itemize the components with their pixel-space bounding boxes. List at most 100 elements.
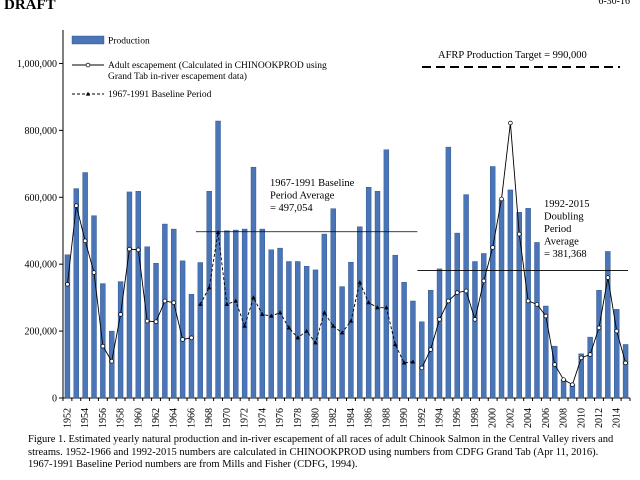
legend-baseline-marker [85,91,91,96]
production-bar [463,194,469,399]
production-bar [126,191,133,399]
production-bar [179,260,186,399]
afrp-target-label: AFRP Production Target = 990,000 [438,50,587,61]
production-bar [383,149,390,399]
baseline-point [198,301,203,306]
baseline-point [339,330,345,335]
escapement-point [490,245,495,250]
baseline-point [348,318,354,323]
x-tick-label: 1968 [204,408,215,428]
baseline-point [322,310,327,315]
escapement-point [525,298,531,304]
x-tick-label: 1976 [275,408,286,428]
production-bar [436,268,443,399]
escapement-point [82,238,88,244]
doubling-average-label: 1992-2015 [544,199,590,210]
production-bar [215,120,221,399]
escapement-point [579,355,584,361]
baseline-point [384,305,389,310]
legend-escapement-label-2: Grand Tab in-river escapement data) [108,71,247,82]
escapement-point [517,231,522,237]
escapement-point [180,337,185,342]
production-bar [64,254,71,399]
baseline-point [366,300,371,305]
escapement-point [463,288,469,294]
production-bar [162,223,168,399]
production-bar [552,345,558,399]
production-bar [587,336,593,399]
escapement-point [605,275,611,280]
escapement-point [144,318,150,324]
escapement-point [596,325,602,330]
production-bar [489,166,496,399]
x-tick-label: 2012 [594,408,605,428]
escapement-point [91,270,97,275]
production-bar [73,188,79,399]
production-bar [91,215,97,399]
escapement-point [189,335,194,341]
production-bar [622,344,629,399]
x-tick-label: 1966 [186,408,197,428]
production-bar [472,261,478,399]
reference-lines [195,66,628,271]
x-tick-label: 1978 [293,408,304,428]
y-tick-label: 800,000 [25,126,58,137]
date-label: 6-30-16 [598,0,630,7]
draft-label: DRAFT [4,0,56,13]
baseline-point [251,295,256,300]
production-bar [357,226,363,399]
baseline-point [206,285,212,290]
escapement-point [472,317,478,322]
x-tick-label: 2014 [612,408,623,428]
escapement-point [74,203,79,208]
escapement-point [543,313,549,319]
baseline-point [331,323,336,328]
x-tick-label: 1954 [80,408,91,428]
x-tick-label: 2002 [505,408,516,428]
baseline-point [260,311,265,316]
escapement-point [623,360,628,366]
escapement-point [171,300,176,305]
production-bar [534,242,540,399]
production-bar [560,379,567,399]
figure-caption: Figure 1. Estimated yearly natural produ… [28,434,614,470]
x-tick-label: 1952 [62,408,73,428]
x-tick-label: 1990 [399,408,410,428]
x-tick-label: 1988 [381,408,392,428]
production-bar [250,166,257,399]
production-bar [135,191,141,399]
legend-production-label: Production [108,37,150,47]
production-bar [427,290,434,399]
x-tick-label: 2008 [559,408,570,428]
production-bar [82,172,88,399]
escapement-point [587,352,593,357]
production-bar [419,321,425,399]
baseline-point [304,328,309,333]
y-tick-label: 400,000 [25,260,58,271]
production-bar [543,305,549,399]
escapement-point [481,278,487,284]
baseline-average-label: Period Average [270,191,335,202]
x-tick-label: 2010 [576,408,587,428]
x-tick-label: 1986 [364,408,375,428]
production-bar [233,229,239,399]
baseline-point [286,325,292,330]
doubling-average-label: Period [544,224,572,235]
production-bar [445,146,452,399]
escapement-point [552,362,557,367]
baseline-point [268,313,274,318]
production-bar [188,294,195,399]
doubling-average-label: Doubling [544,212,584,223]
production-bar [614,309,620,399]
x-tick-label: 1998 [470,408,481,428]
legend-production-swatch [71,35,105,45]
production-bar [605,251,611,399]
escapement-point [162,298,168,304]
escapement-point [570,382,575,387]
escapement-point [118,312,123,317]
production-bar [392,254,398,399]
escapement-point [419,365,425,371]
production-bar [117,281,124,399]
production-bar [330,208,336,399]
